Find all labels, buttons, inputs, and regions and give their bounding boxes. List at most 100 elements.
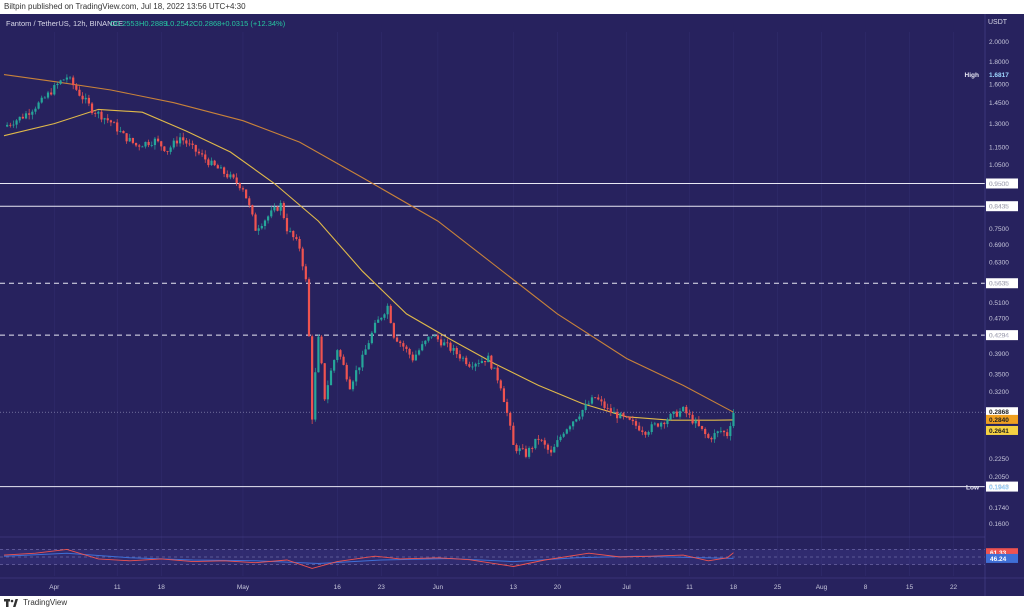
candle-body (320, 336, 323, 364)
candle-body (449, 342, 452, 351)
candle-body (31, 111, 34, 115)
candle-body (600, 399, 603, 402)
candle-body (24, 113, 28, 119)
candle-body (427, 336, 430, 341)
candle-body (594, 397, 597, 399)
candle-body (295, 237, 298, 239)
candle-body (285, 218, 289, 232)
candle-body (169, 147, 172, 152)
candle-body (84, 97, 87, 100)
candle-body (370, 332, 373, 344)
candle-body (483, 360, 487, 363)
candle-body (512, 425, 515, 445)
candle-body (688, 413, 691, 415)
footer-brand: TradingView (23, 598, 68, 607)
unit-label: USDT (988, 19, 1008, 26)
candle-body (81, 95, 84, 100)
candle-body (351, 381, 355, 390)
candle-body (34, 108, 37, 112)
candle-body (94, 113, 97, 114)
candle-body (103, 118, 106, 120)
candle-body (323, 363, 326, 400)
candle-body (524, 448, 528, 457)
candle-body (578, 416, 581, 420)
marker-label: High (965, 72, 979, 79)
candle-body (116, 122, 119, 132)
candle-body (622, 413, 625, 417)
candle-body (653, 423, 656, 425)
candle-body (260, 226, 263, 229)
rsi-line (3, 548, 734, 569)
levels-layer: 0.9500 0.8435 0.5635 0.4294 0.1943 (0, 178, 1018, 492)
candle-body (314, 372, 317, 420)
candle-body (150, 145, 153, 146)
y-tick-label: 0.3200 (989, 389, 1009, 396)
candle-body (446, 342, 449, 344)
y-tick-label: 1.4500 (989, 100, 1009, 107)
x-tick-label: 18 (158, 584, 166, 591)
candle-body (581, 410, 584, 417)
x-tick-label: 23 (378, 584, 386, 591)
level-price-badge (986, 330, 1018, 341)
y-tick-label: 0.4700 (989, 315, 1009, 322)
candle-body (40, 97, 43, 103)
level-price-badge (986, 178, 1018, 189)
publisher-header: Biltpin published on TradingView.com, Ju… (4, 2, 246, 11)
candle-body (471, 366, 474, 368)
candle-body (109, 120, 113, 123)
candle-body (543, 440, 546, 445)
legend-open: O0.2553 (110, 19, 139, 28)
y-tick-label: 0.3900 (989, 351, 1009, 358)
candle-body (628, 417, 631, 420)
rsi-badge-value: 61.33 (990, 550, 1007, 557)
candle-body (392, 323, 395, 338)
candle-body (587, 403, 590, 405)
moving-averages (3, 74, 734, 421)
candle-body (141, 146, 144, 148)
candle-body (317, 336, 320, 373)
x-tick-label: Aug (816, 584, 828, 591)
candle-body (238, 183, 241, 189)
legend-symbol: Fantom / TetherUS, 12h, BINANCE (6, 19, 123, 28)
legend-low: L0.2542 (166, 19, 193, 28)
candle-body (50, 92, 53, 95)
candle-body (732, 412, 735, 427)
candle-body (185, 140, 188, 144)
candle-body (62, 79, 65, 81)
candle-body (700, 425, 704, 430)
candle-body (383, 314, 386, 318)
x-tick-label: 11 (114, 584, 121, 591)
candle-body (307, 279, 311, 337)
candle-body (128, 137, 131, 142)
candle-body (707, 434, 710, 438)
candle-body (229, 174, 232, 178)
y-tick-label: 0.1600 (989, 521, 1009, 528)
candle-body (487, 355, 490, 363)
x-tick-label: Jul (622, 584, 631, 591)
candle-body (188, 143, 191, 145)
level-price-label: 0.1943 (989, 484, 1009, 491)
level-price-label: 0.9500 (989, 181, 1009, 188)
candle-body (443, 342, 446, 346)
candle-body (270, 210, 273, 217)
candle-body (461, 357, 465, 359)
candle-body (414, 354, 417, 361)
candlestick-chart[interactable]: 0.9500 0.8435 0.5635 0.4294 0.1943 61.3346.2… (0, 14, 1024, 596)
price-badge-value: 0.2840 (989, 417, 1009, 424)
candle-body (219, 167, 223, 169)
x-tick-label: 11 (686, 584, 693, 591)
candle-body (697, 420, 700, 426)
candle-body (647, 432, 650, 435)
candle-body (505, 402, 509, 413)
candle-body (641, 430, 644, 432)
candle-body (200, 153, 204, 155)
candle-body (232, 174, 235, 178)
rsi-badge (986, 548, 1018, 558)
y-tick-label: 0.6900 (989, 242, 1009, 249)
candle-body (408, 348, 411, 355)
legend-high: H0.2889 (139, 19, 167, 28)
candle-body (160, 141, 163, 147)
candle-body (134, 142, 138, 146)
candle-body (241, 188, 245, 190)
